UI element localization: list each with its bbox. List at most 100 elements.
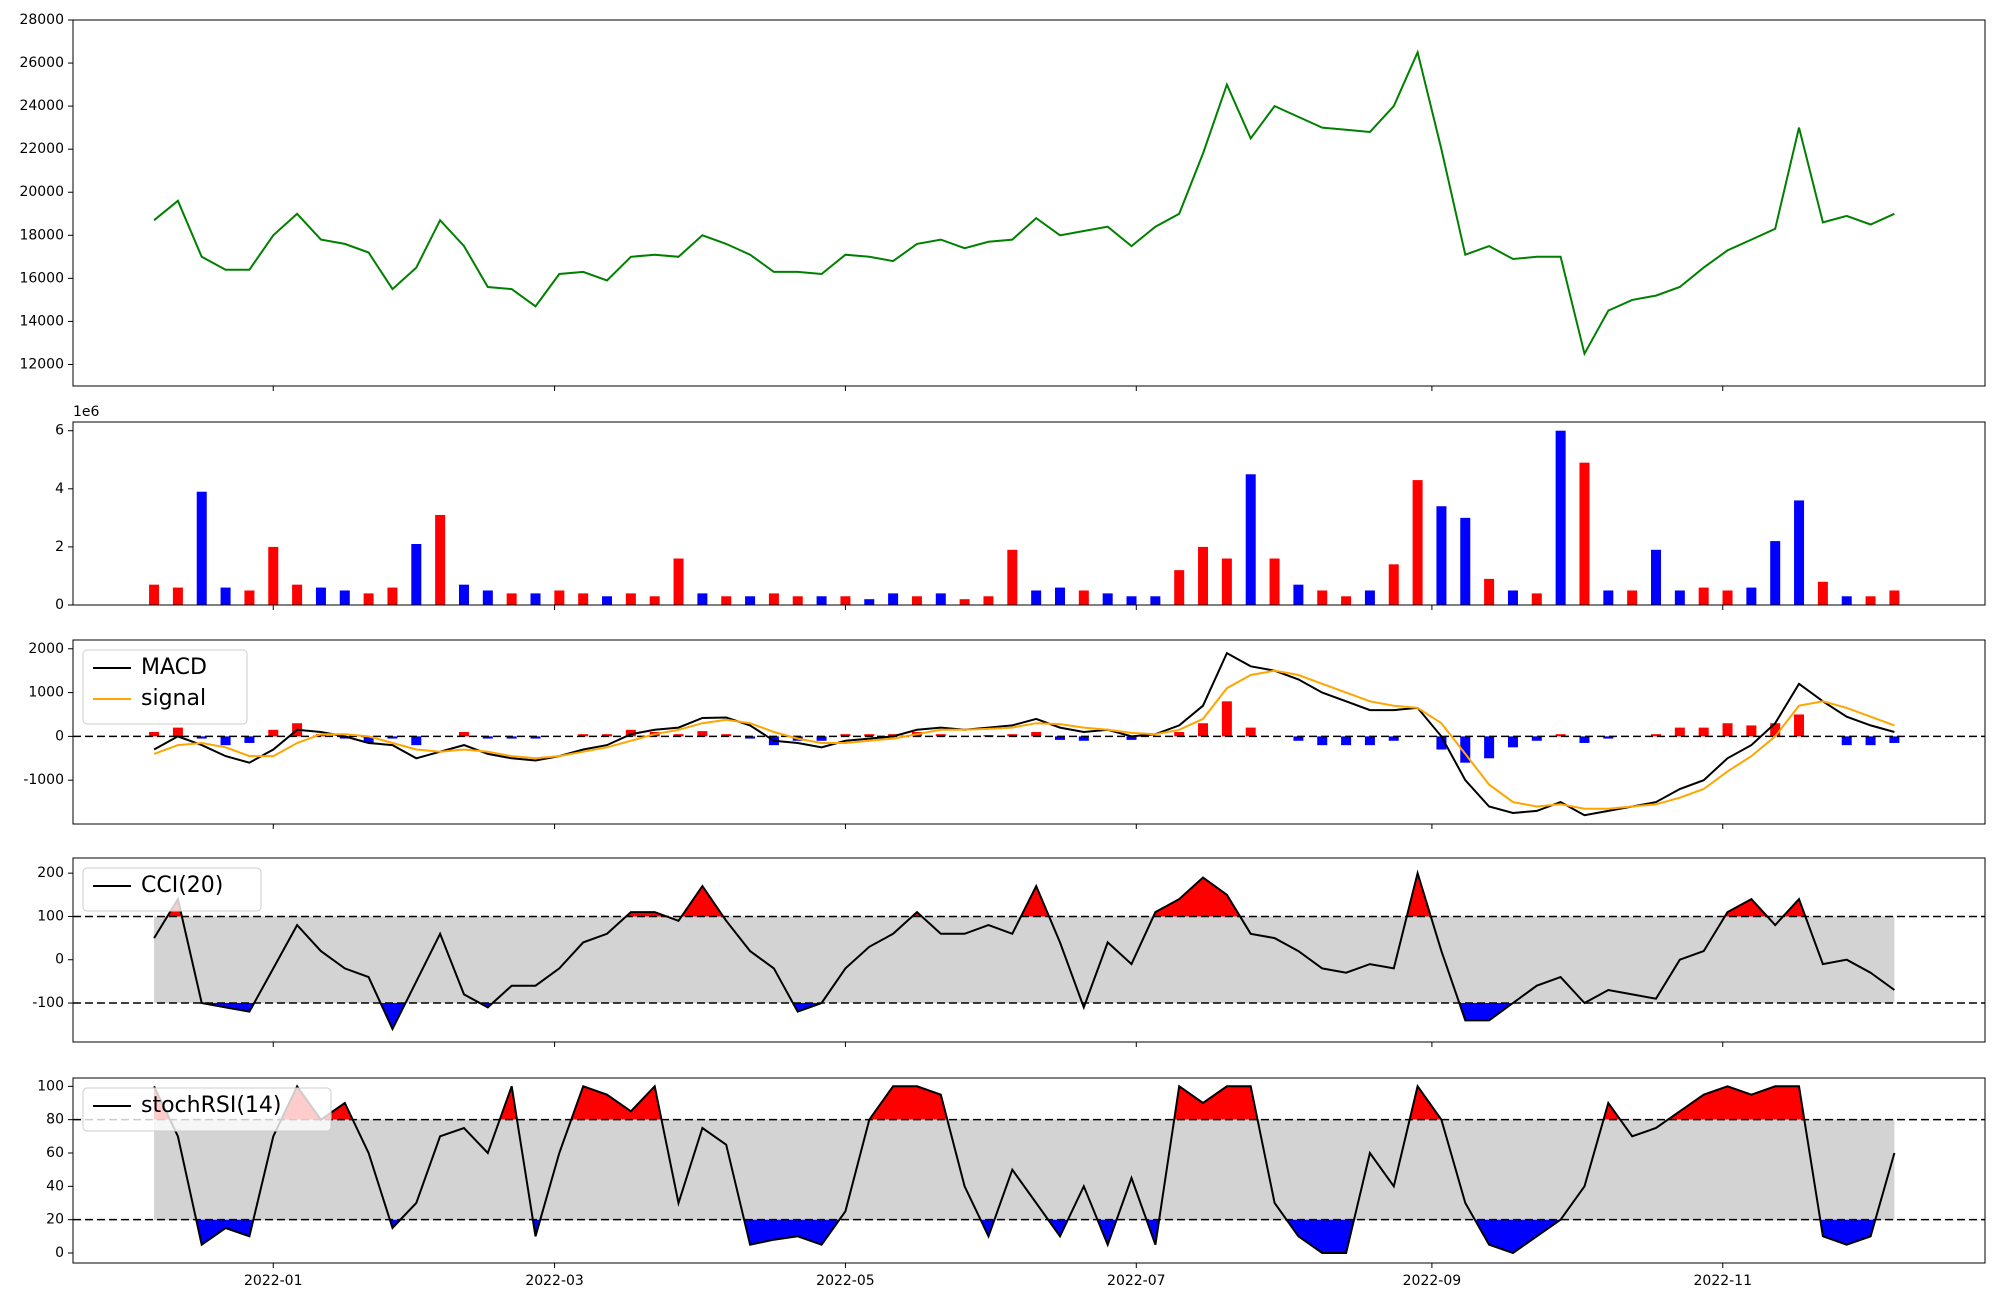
histogram-bar xyxy=(244,736,255,743)
volume-bar xyxy=(1007,549,1018,605)
volume-bar xyxy=(1484,578,1495,605)
legend-box xyxy=(82,1087,332,1132)
y-tick-label: 2000 xyxy=(28,641,64,657)
x-tick-label: 2022-01 xyxy=(244,1273,303,1289)
x-tick-label: 2022-09 xyxy=(1403,1273,1462,1289)
volume-bar xyxy=(697,593,708,605)
histogram-bar xyxy=(1579,736,1590,743)
y-tick-label: 100 xyxy=(37,908,64,924)
volume-bar xyxy=(1054,587,1065,605)
volume-bar xyxy=(172,587,183,605)
histogram-bar xyxy=(363,736,374,743)
y-tick-label: 26000 xyxy=(19,55,64,71)
volume-bar xyxy=(1150,596,1161,605)
histogram-bar xyxy=(1126,736,1137,740)
plot-area xyxy=(149,430,1900,605)
volume-bar xyxy=(1126,596,1137,605)
volume-bar xyxy=(888,593,899,605)
volume-bar xyxy=(625,593,636,605)
volume-bar xyxy=(602,596,613,605)
volume-bar xyxy=(1698,587,1709,605)
histogram-bar xyxy=(1078,736,1089,741)
volume-bar xyxy=(864,599,875,605)
axes-frame xyxy=(72,1077,1986,1264)
y-tick-label: 20000 xyxy=(19,184,64,200)
histogram-bar xyxy=(530,736,541,739)
histogram-bar xyxy=(149,732,160,737)
line-series xyxy=(153,869,1895,1032)
line-series xyxy=(153,1083,1896,1255)
histogram-bar xyxy=(1507,736,1518,748)
volume-bar xyxy=(959,599,970,605)
histogram-bar xyxy=(578,734,589,737)
volume-bar xyxy=(768,593,779,605)
y-tick-label: 0 xyxy=(55,728,64,744)
volume-bar xyxy=(1460,517,1471,605)
panel: -1000 0 1000 2000 MACD signal xyxy=(23,639,1986,829)
histogram-bar xyxy=(1794,714,1805,737)
histogram-bar xyxy=(1674,727,1685,737)
volume-bar xyxy=(1651,549,1662,605)
volume-bar xyxy=(745,596,756,605)
legend-box xyxy=(82,867,262,912)
histogram-bar xyxy=(1460,736,1471,763)
line-series xyxy=(153,49,1895,357)
histogram-bar xyxy=(315,734,326,737)
volume-bar xyxy=(149,584,160,605)
volume-bar xyxy=(387,587,398,605)
overbought-fill xyxy=(154,1086,1895,1120)
histogram-bar xyxy=(1031,732,1042,737)
volume-bar xyxy=(816,596,827,605)
axes-frame xyxy=(72,19,1986,387)
volume-bar xyxy=(244,590,255,605)
panel: -100 0 100 200 CCI(20) xyxy=(32,857,1986,1047)
volume-bar xyxy=(1031,590,1042,605)
axes-frame xyxy=(72,421,1986,606)
y-tick-label: 40 xyxy=(46,1178,64,1194)
plot-area xyxy=(73,869,1985,1032)
y-tick-label: 80 xyxy=(46,1112,64,1128)
volume-bar xyxy=(554,590,565,605)
volume-bar xyxy=(1436,506,1447,605)
volume-bar xyxy=(1627,590,1638,605)
histogram-bar xyxy=(1221,701,1232,737)
volume-bar xyxy=(1364,590,1375,605)
legend-label: signal xyxy=(141,686,206,711)
volume-bar xyxy=(315,587,326,605)
histogram-bar xyxy=(888,734,899,737)
legend-label: stochRSI(14) xyxy=(141,1093,282,1118)
histogram-bar xyxy=(1722,723,1733,737)
volume-bar xyxy=(1746,587,1757,605)
histogram-bar xyxy=(1054,736,1065,740)
y-tick-label: 14000 xyxy=(19,313,64,329)
histogram-bar xyxy=(1341,736,1352,746)
histogram-bar xyxy=(458,732,469,737)
line-series xyxy=(153,651,1895,817)
volume-bar xyxy=(1317,590,1328,605)
y-tick-label: 12000 xyxy=(19,356,64,372)
volume-bar xyxy=(721,596,732,605)
histogram-bar xyxy=(1555,734,1566,737)
histogram-bar xyxy=(1388,736,1399,741)
volume-bar xyxy=(935,593,946,605)
x-tick-label: 2022-03 xyxy=(525,1273,584,1289)
volume-bar xyxy=(1221,558,1232,605)
volume-bar xyxy=(435,514,446,605)
panel: 0 20 40 60 80 100 2022-01 2022-03 2022-05 2022-07… xyxy=(37,1077,1986,1289)
histogram-bar xyxy=(387,736,398,739)
panel: 12000 14000 16000 18000 20000 22000 24000 26000… xyxy=(19,12,1986,391)
histogram-bar xyxy=(1651,734,1662,737)
x-tick-label: 2022-05 xyxy=(816,1273,875,1289)
volume-bar xyxy=(506,593,517,605)
y-tick-label: 6 xyxy=(55,423,64,439)
y-tick-label: 16000 xyxy=(19,270,64,286)
volume-bar xyxy=(1245,474,1256,605)
y-tick-label: 1000 xyxy=(28,685,64,701)
y-tick-label: 0 xyxy=(55,952,64,968)
axes-frame xyxy=(72,857,1986,1043)
histogram-bar xyxy=(411,736,422,746)
histogram-bar xyxy=(268,729,279,737)
volume-bar xyxy=(1078,590,1089,605)
x-tick-label: 2022-11 xyxy=(1694,1273,1753,1289)
histogram-bar xyxy=(745,736,756,739)
